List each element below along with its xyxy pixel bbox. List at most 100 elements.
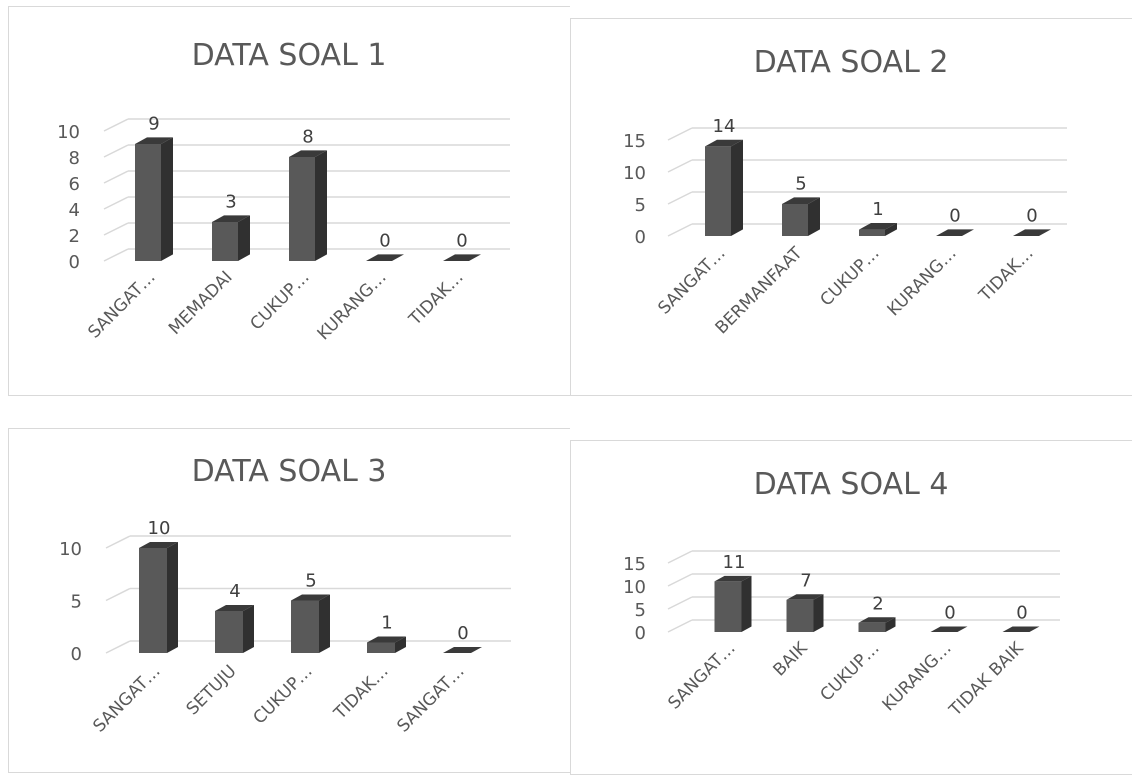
x-tick-label: KURANG…: [314, 267, 391, 344]
x-tick-label: SETUJU: [183, 661, 241, 719]
bar-side: [315, 150, 327, 261]
bar: [289, 157, 315, 261]
x-tick-label: CUKUP…: [817, 638, 884, 705]
x-tick-label: KURANG…: [884, 243, 961, 320]
data-label: 14: [713, 116, 736, 137]
x-tick-label: KURANG…: [879, 638, 956, 715]
gridline-diagonal: [667, 127, 693, 141]
x-tick-label: CUKUP…: [817, 243, 884, 310]
y-tick-label: 15: [623, 554, 646, 575]
bar-side: [813, 594, 824, 632]
bar-side: [731, 139, 743, 236]
y-tick-label: 0: [635, 623, 646, 644]
bar: [782, 204, 808, 236]
bar: [215, 611, 243, 653]
x-tick-label: TIDAK…: [330, 661, 393, 724]
bar: [705, 146, 731, 236]
bar-top: [859, 223, 897, 230]
bar-side: [885, 223, 897, 236]
chart-panel-soal-3: DATA SOAL 3 0 5 10 10 SANGAT… 4 SETUJU 5 CUKUP… 1…: [8, 428, 570, 773]
chart-panel-soal-1: DATA SOAL 1 0 2 4 6 8 10 9 SANGAT… 3 MEMADAI 8 CUKU…: [8, 6, 570, 396]
bar: [135, 144, 161, 261]
gridline-diagonal: [667, 191, 693, 205]
chart-frame: [8, 6, 570, 396]
data-label: 0: [1016, 603, 1027, 624]
x-tick-label: TIDAK…: [975, 243, 1038, 306]
data-label: 0: [949, 205, 960, 226]
bar-side: [808, 197, 820, 236]
y-tick-label: 0: [635, 227, 646, 248]
gridline-diagonal: [667, 223, 693, 237]
bar-top: [786, 594, 824, 600]
bar-top: [705, 139, 743, 147]
gridline-diagonal: [667, 573, 693, 587]
gridline-diagonal: [103, 248, 129, 262]
y-tick-label: 6: [69, 174, 80, 195]
data-label: 4: [229, 581, 240, 602]
data-label: 5: [795, 173, 806, 194]
gridline-diagonal: [667, 619, 693, 633]
y-tick-label: 10: [623, 163, 646, 184]
gridline-diagonal: [103, 170, 129, 184]
gridline-diagonal: [103, 118, 129, 132]
gridline-diagonal: [103, 196, 129, 210]
x-tick-label: SANGAT…: [89, 661, 164, 736]
chart-frame: [570, 18, 1132, 396]
data-label: 7: [800, 570, 811, 591]
x-tick-label: CUKUP…: [250, 661, 317, 728]
bar-top: [714, 575, 752, 582]
y-tick-label: 10: [59, 539, 82, 560]
y-tick-label: 5: [635, 195, 646, 216]
bar-side: [395, 636, 406, 653]
bar: [212, 222, 238, 261]
gridline-diagonal: [667, 550, 693, 564]
bar: [786, 599, 814, 632]
bar-top: [930, 626, 968, 632]
bar: [139, 548, 167, 653]
bar-side: [319, 594, 330, 653]
y-tick-label: 4: [69, 200, 80, 221]
data-label: 2: [872, 593, 883, 614]
x-tick-label: TIDAK BAIK: [945, 638, 1028, 721]
gridline-diagonal: [105, 587, 131, 602]
bar-top: [291, 594, 330, 601]
x-tick-label: BAIK: [769, 638, 812, 681]
bar-side: [161, 137, 173, 261]
bar-top: [858, 617, 896, 623]
bar-top: [443, 646, 482, 653]
bar: [714, 581, 742, 632]
bar-top: [212, 215, 250, 222]
bar-top: [289, 150, 327, 157]
gridline-diagonal: [103, 222, 129, 236]
bar: [367, 642, 395, 653]
bar-top: [367, 636, 406, 643]
bar: [859, 229, 885, 236]
y-tick-label: 5: [71, 592, 82, 613]
y-tick-label: 2: [69, 226, 80, 247]
chart-panel-soal-2: DATA SOAL 2 0 5 10 15 14 SANGAT… 5 BERMANFAAT 1 C…: [570, 18, 1132, 396]
chart-plot: 05101514SANGAT…5BERMANFAAT1CUKUP…0KURANG…: [623, 116, 1067, 338]
bar: [291, 600, 319, 653]
data-label: 0: [944, 603, 955, 624]
chart-title: DATA SOAL 2: [753, 45, 949, 80]
data-label: 0: [457, 623, 468, 644]
data-label: 1: [381, 612, 392, 633]
bar-side: [885, 617, 896, 632]
gridline-diagonal: [103, 144, 129, 158]
bar-top: [139, 541, 178, 548]
x-tick-label: SANGAT…: [393, 661, 468, 736]
gridline-diagonal: [105, 640, 131, 654]
bar-top: [366, 254, 404, 261]
gridline-diagonal: [105, 535, 131, 549]
gridline-diagonal: [667, 596, 693, 610]
bar-side: [741, 575, 752, 632]
y-tick-label: 10: [57, 122, 80, 143]
x-tick-label: MEMADAI: [165, 267, 237, 339]
x-tick-label: SANGAT…: [664, 638, 739, 713]
bar-top: [1013, 229, 1051, 236]
bar-top: [936, 229, 974, 236]
data-label: 10: [148, 518, 171, 539]
y-tick-label: 0: [71, 644, 82, 665]
